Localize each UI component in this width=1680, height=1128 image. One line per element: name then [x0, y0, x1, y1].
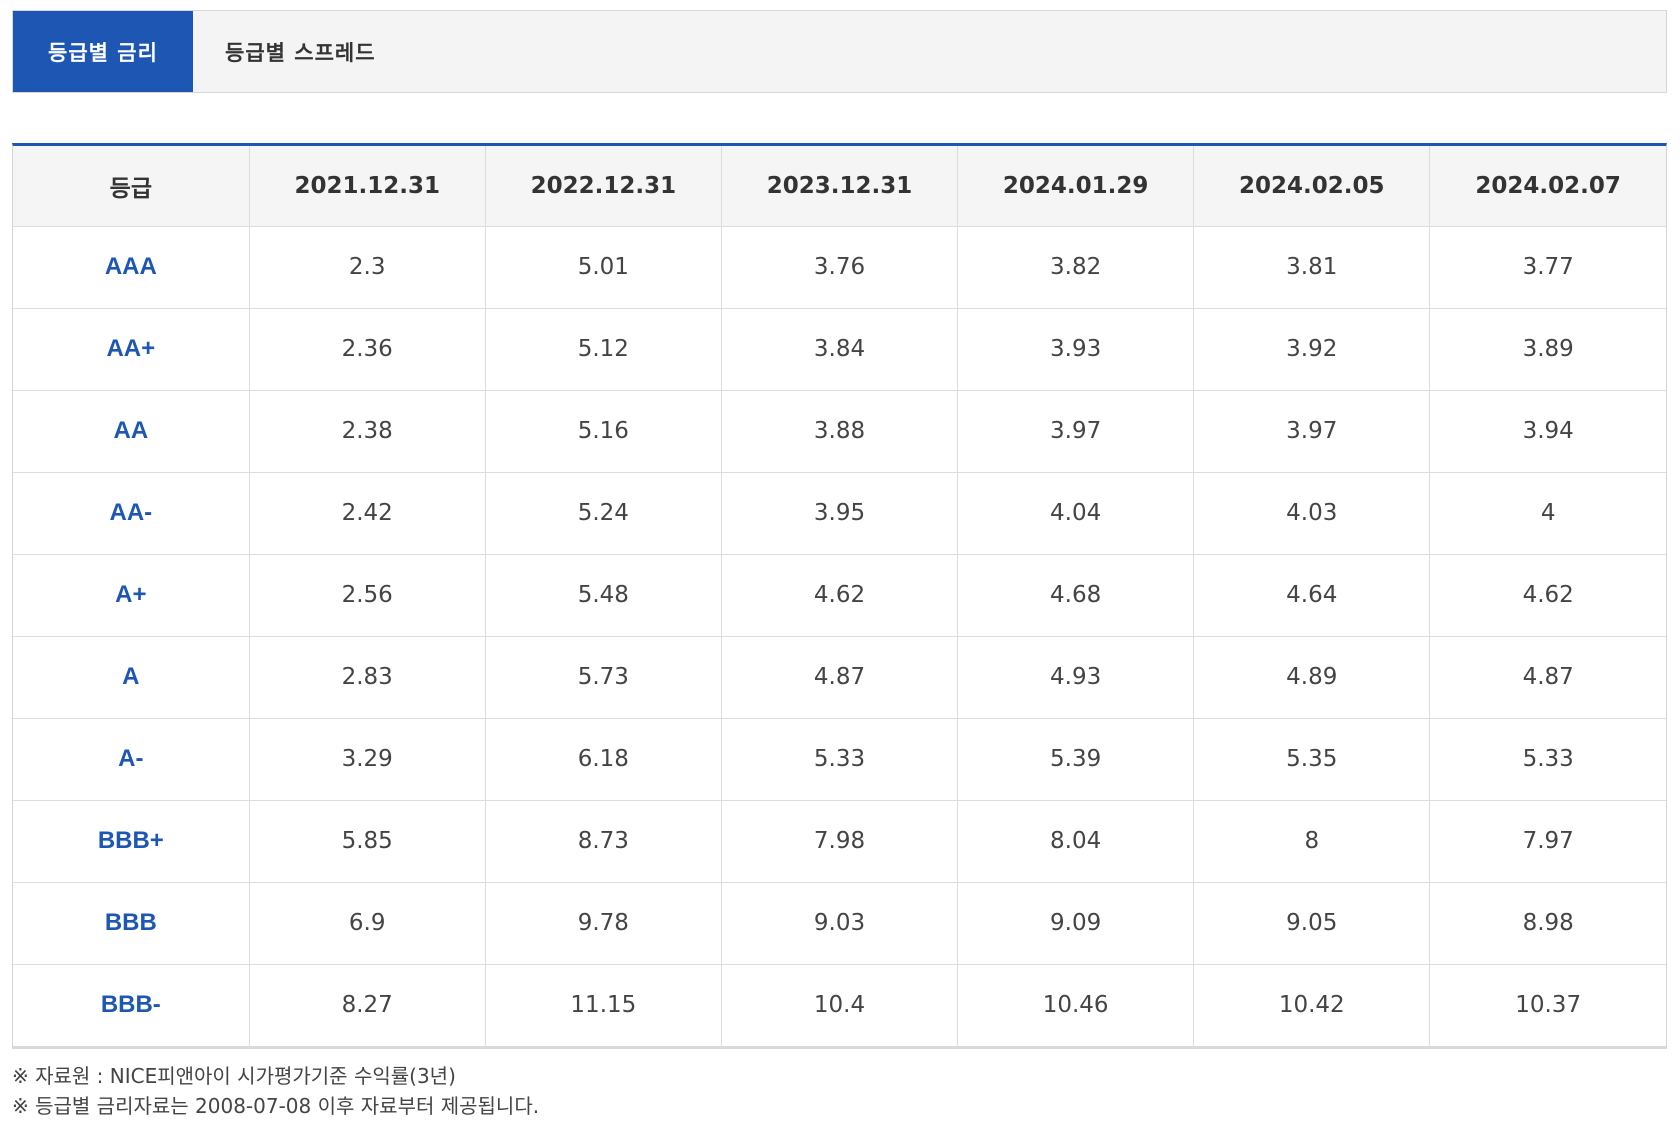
column-header-date: 2024.02.05: [1193, 146, 1431, 227]
grade-cell: AA+: [13, 308, 250, 391]
grade-cell: BBB-: [13, 964, 250, 1046]
grade-cell: A+: [13, 554, 250, 637]
rate-cell: 2.56: [249, 554, 486, 637]
rate-cell: 4.64: [1193, 554, 1431, 637]
rate-panel: 등급별 금리 등급별 스프레드 등급 2021.12.31 2022.12.31…: [12, 10, 1667, 1121]
table-header-row: 등급 2021.12.31 2022.12.31 2023.12.31 2024…: [13, 146, 1666, 227]
tab-bar: 등급별 금리 등급별 스프레드: [12, 10, 1667, 93]
rate-cell: 10.46: [957, 964, 1195, 1046]
rate-cell: 2.83: [249, 636, 486, 719]
rate-cell: 3.84: [721, 308, 959, 391]
source-note: ※ 자료원 : NICE피앤아이 시가평가기준 수익률(3년): [12, 1064, 456, 1088]
rate-cell: 5.12: [485, 308, 722, 391]
rate-cell: 3.95: [721, 472, 959, 555]
rate-cell: 9.78: [485, 882, 722, 965]
rate-cell: 11.15: [485, 964, 722, 1046]
table-row: BBB- 8.27 11.15 10.4 10.46 10.42 10.37: [13, 964, 1666, 1046]
grade-cell: BBB+: [13, 800, 250, 883]
rate-cell: 6.9: [249, 882, 486, 965]
grade-cell: A: [13, 636, 250, 719]
table-row: A+ 2.56 5.48 4.62 4.68 4.64 4.62: [13, 554, 1666, 637]
table-row: A- 3.29 6.18 5.33 5.39 5.35 5.33: [13, 718, 1666, 801]
rate-cell: 3.29: [249, 718, 486, 801]
rate-cell: 5.39: [957, 718, 1195, 801]
column-header-grade: 등급: [13, 146, 250, 227]
rate-cell: 8.04: [957, 800, 1195, 883]
rate-cell: 10.37: [1515, 992, 1582, 1019]
rate-cell: 2.36: [249, 308, 486, 391]
grade-cell: A-: [13, 718, 250, 801]
rate-cell: 5.35: [1193, 718, 1431, 801]
grade-cell: AAA: [13, 226, 250, 309]
table-row: AA- 2.42 5.24 3.95 4.04 4.03 4: [13, 472, 1666, 555]
rate-table-container: 등급 2021.12.31 2022.12.31 2023.12.31 2024…: [12, 143, 1667, 1049]
rate-cell: 5.48: [485, 554, 722, 637]
column-header-date: 2022.12.31: [485, 146, 722, 227]
rate-cell: 4.93: [957, 636, 1195, 719]
grade-cell: BBB: [13, 882, 250, 965]
table-row: A 2.83 5.73 4.87 4.93 4.89 4.87: [13, 636, 1666, 719]
table-row: BBB+ 5.85 8.73 7.98 8.04 8 7.97: [13, 800, 1666, 883]
rate-cell: 4.68: [957, 554, 1195, 637]
rate-cell: 6.18: [485, 718, 722, 801]
grade-rate-table: 등급 2021.12.31 2022.12.31 2023.12.31 2024…: [13, 146, 1666, 1046]
rate-cell: 4.89: [1193, 636, 1431, 719]
availability-note: ※ 등급별 금리자료는 2008-07-08 이후 자료부터 제공됩니다.: [12, 1094, 540, 1118]
tab-grade-rate[interactable]: 등급별 금리: [13, 11, 193, 92]
rate-cell: 9.05: [1193, 882, 1431, 965]
rate-cell: 10.4: [721, 964, 959, 1046]
rate-cell: 5.24: [485, 472, 722, 555]
footnotes: ※ 자료원 : NICE피앤아이 시가평가기준 수익률(3년) ※ 등급별 금리…: [12, 1061, 1667, 1121]
rate-cell: 9.09: [957, 882, 1195, 965]
table-row: AA+ 2.36 5.12 3.84 3.93 3.92 3.89: [13, 308, 1666, 391]
rate-cell: 3.93: [957, 308, 1195, 391]
rate-cell: 3.76: [721, 226, 959, 309]
rate-cell: 5.16: [485, 390, 722, 473]
rate-cell: 4.03: [1193, 472, 1431, 555]
rate-cell: 3.81: [1193, 226, 1431, 309]
rate-cell: 4.04: [957, 472, 1195, 555]
rate-cell: 5.73: [485, 636, 722, 719]
rate-cell: 5.33: [721, 718, 959, 801]
rate-cell: 2.38: [249, 390, 486, 473]
rate-cell: 9.03: [721, 882, 959, 965]
rate-cell: 4.62: [721, 554, 959, 637]
rate-cell: 4: [1429, 472, 1666, 555]
rate-cell: 10.42: [1193, 964, 1431, 1046]
rate-cell: 8.27: [249, 964, 486, 1046]
rate-cell: 3.77: [1429, 226, 1666, 309]
rate-cell: 3.92: [1193, 308, 1431, 391]
column-header-date: 2024.02.07: [1429, 146, 1666, 227]
rate-cell: 3.82: [957, 226, 1195, 309]
rate-cell: 4.87: [1429, 636, 1666, 719]
rate-cell: 8.73: [485, 800, 722, 883]
rate-cell: 4.62: [1429, 554, 1666, 637]
column-header-date: 2024.01.29: [957, 146, 1195, 227]
rate-cell: 5.85: [249, 800, 486, 883]
rate-cell: 3.97: [1193, 390, 1431, 473]
rate-cell: 8: [1193, 800, 1431, 883]
rate-cell: 8.98: [1429, 882, 1666, 965]
rate-cell: 4.87: [721, 636, 959, 719]
rate-cell: 5.01: [485, 226, 722, 309]
table-row: BBB 6.9 9.78 9.03 9.09 9.05 8.98: [13, 882, 1666, 965]
rate-cell: 3.88: [721, 390, 959, 473]
rate-cell: 3.94: [1429, 390, 1666, 473]
column-header-date: 2023.12.31: [721, 146, 959, 227]
tab-grade-spread[interactable]: 등급별 스프레드: [225, 40, 376, 65]
rate-cell: 2.42: [249, 472, 486, 555]
grade-cell: AA: [13, 390, 250, 473]
rate-cell: 2.3: [249, 226, 486, 309]
rate-cell: 3.97: [957, 390, 1195, 473]
grade-cell: AA-: [13, 472, 250, 555]
table-row: AAA 2.3 5.01 3.76 3.82 3.81 3.77: [13, 226, 1666, 309]
column-header-date: 2021.12.31: [249, 146, 486, 227]
table-row: AA 2.38 5.16 3.88 3.97 3.97 3.94: [13, 390, 1666, 473]
rate-cell: 5.33: [1429, 718, 1666, 801]
rate-cell: 3.89: [1429, 308, 1666, 391]
rate-cell: 7.98: [721, 800, 959, 883]
rate-cell: 7.97: [1429, 800, 1666, 883]
